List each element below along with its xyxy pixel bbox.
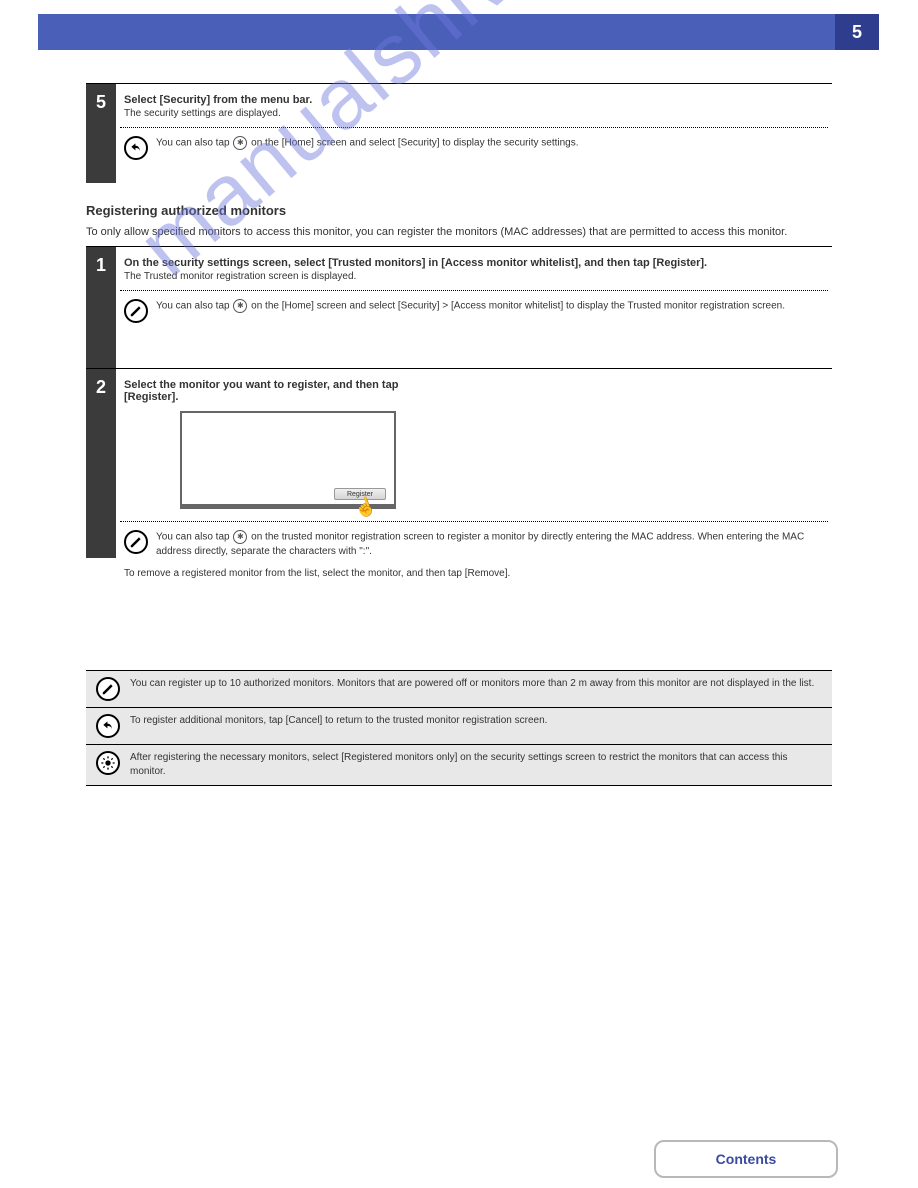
legend-text: After registering the necessary monitors… xyxy=(130,751,822,779)
section-sub: To only allow specified monitors to acce… xyxy=(86,226,832,238)
note-row: You can also tap ✱ on the trusted monito… xyxy=(124,530,828,559)
pen-icon xyxy=(96,677,120,701)
header-bar: 5 xyxy=(38,14,879,50)
step-number: 5 xyxy=(86,84,116,183)
step-number: 1 xyxy=(86,247,116,368)
note-text: You can also tap ✱ on the [Home] screen … xyxy=(156,299,828,314)
step-1: 1 On the security settings screen, selec… xyxy=(86,246,832,368)
pen-icon xyxy=(124,299,148,323)
step-title-part-b: [Register]. xyxy=(124,391,178,403)
return-icon xyxy=(124,136,148,160)
chapter-tab: 5 xyxy=(835,14,879,50)
dotted-divider xyxy=(120,127,828,128)
legend-row-gear: After registering the necessary monitors… xyxy=(86,744,832,786)
tail-note: To remove a registered monitor from the … xyxy=(124,568,832,579)
dotted-divider xyxy=(120,290,828,291)
step-subtitle: The Trusted monitor registration screen … xyxy=(124,271,828,282)
step-title: On the security settings screen, select … xyxy=(124,257,828,269)
legend-row-pen: You can register up to 10 authorized mon… xyxy=(86,670,832,707)
gear-inline-icon: ✱ xyxy=(233,299,247,313)
contents-button[interactable]: Contents xyxy=(654,1140,838,1178)
step-title: Select the monitor you want to register,… xyxy=(124,379,828,403)
step-subtitle: The security settings are displayed. xyxy=(124,108,828,119)
screen-illustration: Register ☝ xyxy=(180,411,396,509)
step-title: Select [Security] from the menu bar. xyxy=(124,94,828,106)
step-2: 2 Select the monitor you want to registe… xyxy=(86,368,832,558)
gear-inline-icon: ✱ xyxy=(233,136,247,150)
legend-section: You can register up to 10 authorized mon… xyxy=(86,660,832,786)
pen-icon xyxy=(124,530,148,554)
legend-text: You can register up to 10 authorized mon… xyxy=(130,677,822,691)
section-heading: Registering authorized monitors xyxy=(86,203,832,218)
legend-row-return: To register additional monitors, tap [Ca… xyxy=(86,707,832,744)
legend-text: To register additional monitors, tap [Ca… xyxy=(130,714,822,728)
dotted-divider xyxy=(120,521,828,522)
content-column: 5 Select [Security] from the menu bar. T… xyxy=(86,83,832,579)
note-text: You can also tap ✱ on the trusted monito… xyxy=(156,530,828,559)
note-row: You can also tap ✱ on the [Home] screen … xyxy=(124,299,828,323)
step-title-part-a: Select the monitor you want to register,… xyxy=(124,379,398,391)
plus-inline-icon: ✱ xyxy=(233,530,247,544)
note-text: You can also tap ✱ on the [Home] screen … xyxy=(156,136,828,151)
step-number: 2 xyxy=(86,369,116,558)
note-row: You can also tap ✱ on the [Home] screen … xyxy=(124,136,828,160)
gear-large-icon xyxy=(96,751,120,775)
return-icon xyxy=(96,714,120,738)
step-5: 5 Select [Security] from the menu bar. T… xyxy=(86,83,832,183)
